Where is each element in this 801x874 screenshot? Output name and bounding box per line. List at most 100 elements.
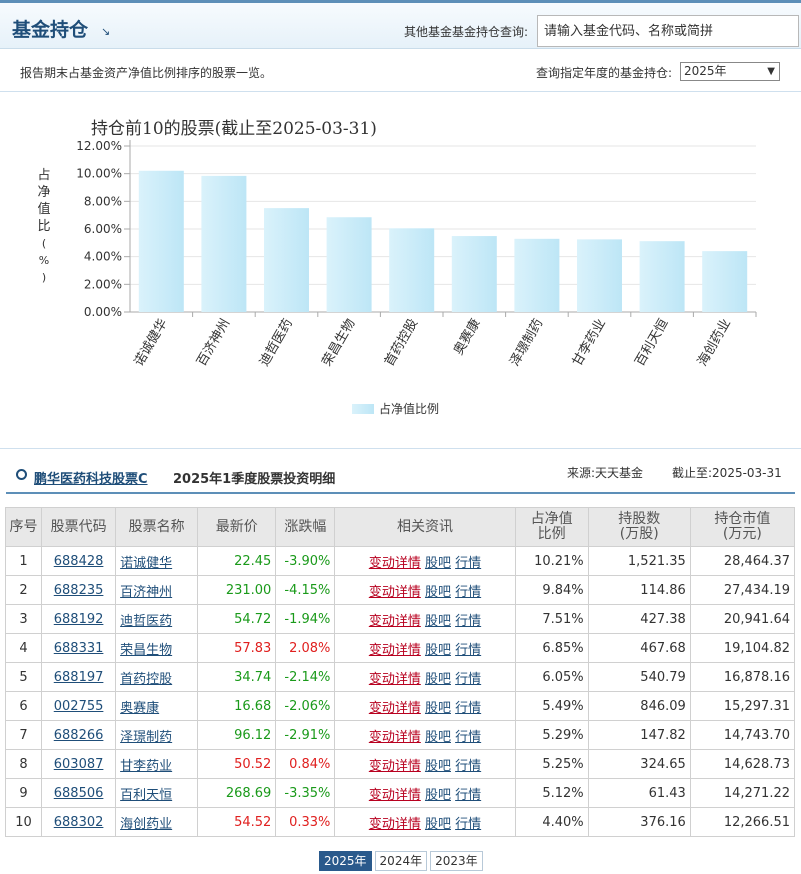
x-tick-label: 百济神州 <box>194 317 233 370</box>
row-price: 57.83 <box>197 633 277 663</box>
pager-year-2[interactable]: 2023年 <box>430 851 483 871</box>
th-change: 涨跌幅 <box>275 507 336 547</box>
bar-首药控股 <box>389 228 435 312</box>
row-idx: 3 <box>4 604 43 634</box>
row-pct: 7.51% <box>514 604 589 634</box>
table-row: 7 688266 泽璟制药 96.12 -2.91% 变动详情 股吧 行情 5.29% 147… <box>4 720 796 750</box>
ylabel-char: 值 <box>37 202 51 217</box>
quote-link[interactable]: 行情 <box>455 555 482 571</box>
row-price: 34.74 <box>197 662 277 692</box>
stock-code-link[interactable]: 688331 <box>53 640 104 656</box>
stock-name-link[interactable]: 诺诚健华 <box>120 555 173 571</box>
row-value: 14,628.73 <box>689 749 796 779</box>
row-price: 50.52 <box>197 749 277 779</box>
stock-code-link[interactable]: 688192 <box>53 611 104 627</box>
stock-code-link[interactable]: 688266 <box>53 727 104 743</box>
change-detail-link[interactable]: 变动详情 <box>368 816 421 832</box>
row-shares: 846.09 <box>587 691 691 721</box>
row-change: 0.84% <box>275 749 336 779</box>
stock-name-link[interactable]: 荣昌生物 <box>120 642 173 658</box>
row-idx: 1 <box>4 546 43 576</box>
row-shares: 114.86 <box>587 575 691 605</box>
fund-name-link[interactable]: 鹏华医药科技股票C <box>34 472 148 487</box>
change-detail-link[interactable]: 变动详情 <box>368 555 421 571</box>
pager-year-1[interactable]: 2024年 <box>374 851 428 871</box>
stock-name-link[interactable]: 海创药业 <box>120 816 173 832</box>
row-shares: 147.82 <box>587 720 691 750</box>
quote-link[interactable]: 行情 <box>455 758 482 774</box>
stock-code-link[interactable]: 603087 <box>53 756 104 772</box>
forum-link[interactable]: 股吧 <box>424 584 451 600</box>
row-idx: 8 <box>4 749 43 779</box>
forum-link[interactable]: 股吧 <box>424 555 451 571</box>
row-value: 27,434.19 <box>689 575 796 605</box>
stock-name-link[interactable]: 泽璟制药 <box>120 729 173 745</box>
quote-link[interactable]: 行情 <box>455 700 482 716</box>
th-code: 股票代码 <box>41 507 117 547</box>
ylabel-char: % <box>38 254 50 267</box>
th-shares-line2: (万股) <box>619 526 659 542</box>
subbar: 报告期末占基金资产净值比例排序的股票一览。 查询指定年度的基金持仓: <box>0 50 801 92</box>
y-tick-label: 4.00% <box>84 250 122 264</box>
chart-legend[interactable]: 占净值比例 <box>352 400 439 417</box>
change-detail-link[interactable]: 变动详情 <box>368 613 421 629</box>
quote-link[interactable]: 行情 <box>455 584 482 600</box>
bar-荣昌生物 <box>326 217 372 312</box>
row-code: 688506 <box>41 778 117 808</box>
year-select[interactable]: 2025年 ▼ <box>680 62 780 81</box>
row-price: 54.52 <box>197 807 277 837</box>
forum-link[interactable]: 股吧 <box>424 671 451 687</box>
chart-ylabel: 占净值比 (%) <box>34 167 54 286</box>
forum-link[interactable]: 股吧 <box>424 642 451 658</box>
stock-name-link[interactable]: 百济神州 <box>120 584 173 600</box>
change-detail-link[interactable]: 变动详情 <box>368 671 421 687</box>
stock-code-link[interactable]: 688506 <box>53 785 104 801</box>
change-detail-link[interactable]: 变动详情 <box>368 700 421 716</box>
holdings-table: 序号 股票代码 股票名称 最新价 涨跌幅 相关资讯 占净值 比例 持股数 (万股) … <box>4 507 796 837</box>
row-code: 688192 <box>41 604 117 634</box>
x-tick-label: 迪哲医药 <box>257 317 296 370</box>
stock-code-link[interactable]: 688302 <box>53 814 104 830</box>
stock-code-link[interactable]: 688428 <box>53 553 104 569</box>
ylabel-char: ( <box>41 237 47 250</box>
stock-name-link[interactable]: 首药控股 <box>120 671 173 687</box>
pager-year-0[interactable]: 2025年 <box>319 851 372 871</box>
table-row: 3 688192 迪哲医药 54.72 -1.94% 变动详情 股吧 行情 7.51% 427… <box>4 604 796 634</box>
stock-code-link[interactable]: 002755 <box>53 698 104 714</box>
forum-link[interactable]: 股吧 <box>424 816 451 832</box>
change-detail-link[interactable]: 变动详情 <box>368 758 421 774</box>
forum-link[interactable]: 股吧 <box>424 787 451 803</box>
change-detail-link[interactable]: 变动详情 <box>368 642 421 658</box>
year-pager: 2025年 2024年 2023年 <box>319 851 486 871</box>
row-shares: 427.38 <box>587 604 691 634</box>
y-tick-label: 10.00% <box>76 167 122 181</box>
fund-search-input[interactable] <box>537 15 799 47</box>
quote-link[interactable]: 行情 <box>455 613 482 629</box>
stock-name-link[interactable]: 甘李药业 <box>120 758 173 774</box>
ylabel-char: 占 <box>37 168 51 183</box>
quote-link[interactable]: 行情 <box>455 729 482 745</box>
stock-name-link[interactable]: 奥赛康 <box>120 700 160 716</box>
x-tick-label: 泽璟制药 <box>507 317 546 370</box>
forum-link[interactable]: 股吧 <box>424 700 451 716</box>
stock-code-link[interactable]: 688197 <box>53 669 104 685</box>
quote-link[interactable]: 行情 <box>455 642 482 658</box>
page-title: 基金持仓 <box>12 19 89 41</box>
data-source: 来源:天天基金 <box>567 466 644 480</box>
change-detail-link[interactable]: 变动详情 <box>368 584 421 600</box>
change-detail-link[interactable]: 变动详情 <box>368 729 421 745</box>
stock-code-link[interactable]: 688235 <box>53 582 104 598</box>
row-idx: 9 <box>4 778 43 808</box>
forum-link[interactable]: 股吧 <box>424 758 451 774</box>
forum-link[interactable]: 股吧 <box>424 613 451 629</box>
quote-link[interactable]: 行情 <box>455 787 482 803</box>
quote-link[interactable]: 行情 <box>455 671 482 687</box>
stock-name-link[interactable]: 百利天恒 <box>120 787 173 803</box>
change-detail-link[interactable]: 变动详情 <box>368 787 421 803</box>
forum-link[interactable]: 股吧 <box>424 729 451 745</box>
row-name: 百利天恒 <box>115 778 199 808</box>
arrow-icon[interactable]: ↘ <box>101 25 111 38</box>
quote-link[interactable]: 行情 <box>455 816 482 832</box>
stock-name-link[interactable]: 迪哲医药 <box>120 613 173 629</box>
row-shares: 1,521.35 <box>587 546 691 576</box>
